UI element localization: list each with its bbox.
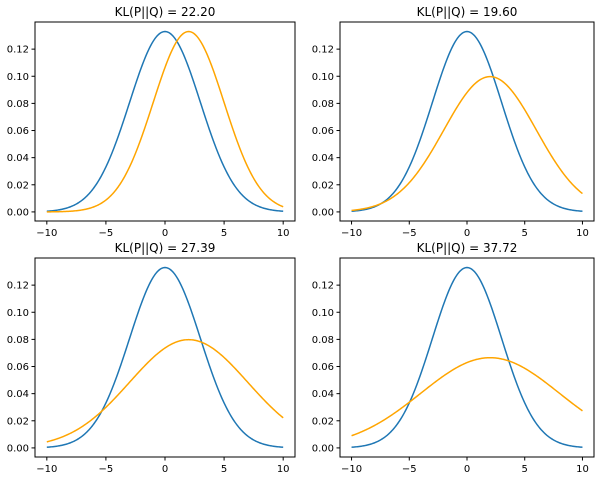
axes-frame	[339, 257, 595, 458]
y-tick-label: 0.04	[312, 153, 334, 164]
subplot-1: KL(P||Q) = 22.20 −10 −5 0 5 10 0.00 0.02 0.04 0.…	[7, 5, 296, 239]
x-tick-label: 10	[277, 464, 290, 475]
y-tick-label: 0.08	[312, 99, 334, 110]
series-line-1	[46, 30, 284, 212]
y-tick-label: 0.10	[7, 72, 29, 83]
y-tick-label: 0.12	[312, 45, 334, 56]
x-tick-label: 10	[277, 228, 290, 239]
y-tick-label: 0.04	[7, 153, 29, 164]
x-tick-label: −5	[99, 464, 114, 475]
series-line-2	[46, 338, 284, 443]
x-tick-label: 0	[464, 228, 470, 239]
axes-frame	[34, 257, 296, 458]
y-tick-label: 0.06	[312, 126, 334, 137]
x-tick-label: 10	[576, 228, 589, 239]
y-tick-label: 0.00	[7, 443, 29, 454]
y-tick-label: 0.06	[7, 362, 29, 373]
y-tick-label: 0.08	[7, 99, 29, 110]
subplot-2: KL(P||Q) = 19.60 −10 −5 0 5 10 0.00 0.02 0.04 0.…	[312, 5, 595, 239]
y-tick-label: 0.06	[312, 362, 334, 373]
y-tick-label: 0.08	[312, 335, 334, 346]
y-tick-label: 0.00	[312, 443, 334, 454]
x-tick-label: −10	[36, 228, 57, 239]
series-line-1	[351, 30, 583, 212]
x-tick-label: 10	[576, 464, 589, 475]
y-tick-label: 0.06	[7, 126, 29, 137]
series-line-1	[46, 266, 284, 448]
y-tick-label: 0.02	[312, 416, 334, 427]
series-line-1	[351, 266, 583, 448]
subplot-title: KL(P||Q) = 37.72	[417, 241, 518, 255]
series-line-2	[46, 30, 284, 213]
subplot-4: KL(P||Q) = 37.72 −10 −5 0 5 10 0.00 0.02 0.04 0.…	[312, 241, 595, 475]
y-tick-label: 0.00	[312, 207, 334, 218]
x-tick-label: 0	[162, 464, 168, 475]
y-tick-label: 0.12	[7, 281, 29, 292]
x-tick-label: −5	[402, 464, 417, 475]
y-tick-label: 0.00	[7, 207, 29, 218]
x-tick-label: −10	[341, 464, 362, 475]
y-tick-label: 0.10	[7, 308, 29, 319]
y-tick-label: 0.12	[312, 281, 334, 292]
x-tick-label: 5	[522, 464, 528, 475]
subplot-title: KL(P||Q) = 19.60	[417, 5, 518, 19]
x-tick-label: −10	[36, 464, 57, 475]
y-tick-label: 0.04	[7, 389, 29, 400]
x-tick-label: 0	[464, 464, 470, 475]
x-tick-label: 0	[162, 228, 168, 239]
subplot-title: KL(P||Q) = 27.39	[115, 241, 216, 255]
y-tick-label: 0.10	[312, 72, 334, 83]
series-line-2	[351, 75, 583, 212]
x-tick-label: 5	[522, 228, 528, 239]
subplot-title: KL(P||Q) = 22.20	[115, 5, 216, 19]
x-tick-label: −5	[99, 228, 114, 239]
y-tick-label: 0.04	[312, 389, 334, 400]
axes-frame	[34, 21, 296, 222]
axes-frame	[339, 21, 595, 222]
y-tick-label: 0.02	[7, 180, 29, 191]
x-tick-label: 5	[221, 464, 227, 475]
y-tick-label: 0.12	[7, 45, 29, 56]
x-tick-label: 5	[221, 228, 227, 239]
subplot-3: KL(P||Q) = 27.39 −10 −5 0 5 10 0.00 0.02 0.04 0.…	[7, 241, 296, 475]
y-tick-label: 0.02	[7, 416, 29, 427]
y-tick-label: 0.10	[312, 308, 334, 319]
y-tick-label: 0.08	[7, 335, 29, 346]
x-tick-label: −5	[402, 228, 417, 239]
x-tick-label: −10	[341, 228, 362, 239]
y-tick-label: 0.02	[312, 180, 334, 191]
series-line-2	[351, 356, 583, 437]
